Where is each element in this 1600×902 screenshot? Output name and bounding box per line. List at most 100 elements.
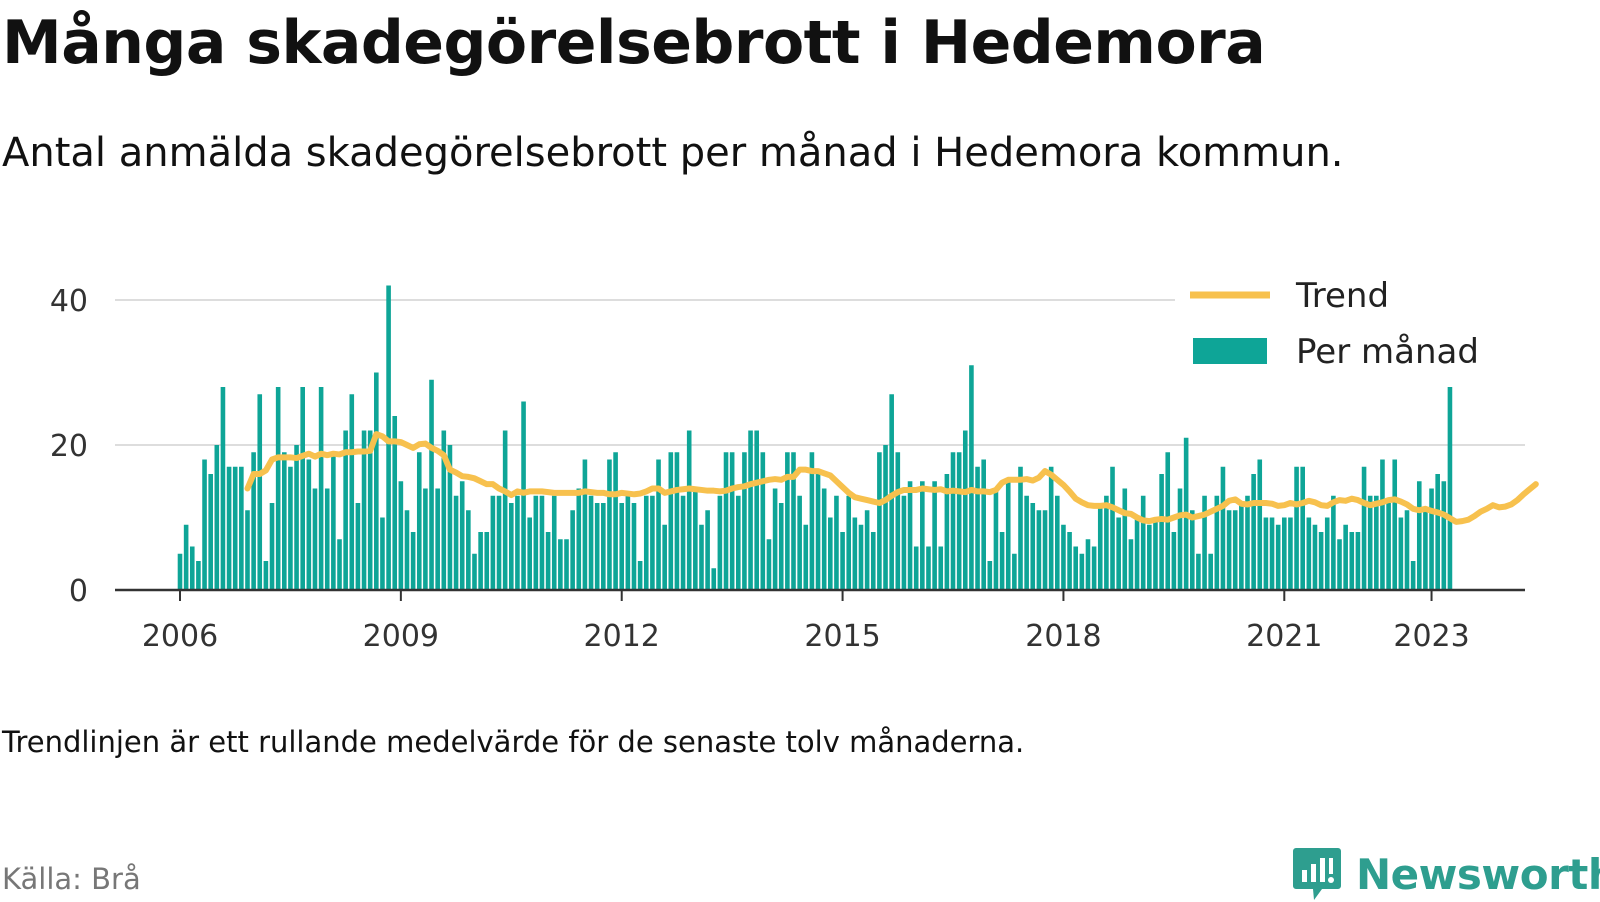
- bar: [1312, 524, 1318, 590]
- bar: [1263, 517, 1269, 590]
- axes: 0 20 40 2006 2009 2012 2015 2018 2021 2023: [50, 284, 1525, 654]
- y-tick-label: 40: [50, 284, 88, 319]
- bar: [545, 532, 551, 590]
- bar: [883, 445, 888, 590]
- bar: [361, 430, 367, 590]
- bar: [760, 452, 766, 590]
- bar: [797, 495, 802, 590]
- bar: [380, 517, 385, 590]
- bar: [1282, 517, 1287, 590]
- bar: [1104, 495, 1109, 590]
- trend-note: Trendlinjen är ett rullande medelvärde f…: [2, 725, 1025, 759]
- bar: [1404, 510, 1410, 590]
- bar: [1288, 517, 1293, 590]
- bar: [515, 495, 520, 590]
- x-tick-label: 2009: [363, 619, 439, 654]
- trend-line-group: [244, 431, 1539, 525]
- bar: [392, 416, 398, 590]
- bar: [1073, 546, 1079, 590]
- bar: [1343, 524, 1348, 590]
- x-tick-label: 2012: [584, 619, 660, 654]
- bar: [245, 510, 250, 590]
- bar: [423, 488, 428, 590]
- chart-title: Många skadegörelsebrott i Hedemora: [2, 8, 1266, 78]
- bar: [932, 481, 937, 590]
- bar: [374, 372, 379, 590]
- bar: [956, 452, 962, 590]
- bar: [453, 495, 459, 590]
- brand-logo[interactable]: Newsworthy: [1292, 846, 1600, 902]
- bar: [239, 466, 244, 590]
- bar: [251, 452, 256, 590]
- bar: [772, 488, 778, 590]
- bar: [588, 495, 594, 590]
- bar: [981, 459, 986, 590]
- bar: [1269, 517, 1275, 590]
- bar: [607, 459, 612, 590]
- bar: [275, 387, 281, 590]
- x-tick-label: 2021: [1246, 619, 1322, 654]
- bar: [803, 524, 809, 590]
- bar: [1324, 517, 1330, 590]
- x-tick-label: 2015: [804, 619, 880, 654]
- bar: [1036, 510, 1042, 590]
- chart-subtitle: Antal anmälda skadegörelsebrott per måna…: [2, 130, 1344, 176]
- bar: [619, 503, 625, 590]
- bar: [870, 532, 876, 590]
- bar: [1079, 553, 1085, 590]
- legend-bar-swatch: [1193, 338, 1267, 364]
- bar: [674, 452, 680, 590]
- bar: [1318, 532, 1324, 590]
- bar: [1097, 503, 1103, 590]
- bar: [1012, 553, 1017, 590]
- y-tick-label: 0: [69, 574, 88, 609]
- bar: [1239, 503, 1244, 590]
- bar: [576, 488, 582, 590]
- bar: [693, 488, 698, 590]
- bar: [183, 524, 189, 590]
- bar: [1196, 553, 1201, 590]
- bar: [809, 452, 815, 590]
- bar: [1116, 517, 1121, 590]
- bar: [300, 387, 305, 590]
- bar: [282, 452, 287, 590]
- bar: [1251, 474, 1256, 590]
- bar: [778, 503, 784, 590]
- bar: [907, 481, 913, 590]
- bar: [1067, 532, 1072, 590]
- bar: [1005, 481, 1011, 590]
- bar: [631, 503, 637, 590]
- bar: [496, 495, 502, 590]
- bar: [1245, 495, 1250, 590]
- bar: [1153, 517, 1158, 590]
- bar: [950, 452, 956, 590]
- bar: [846, 495, 852, 590]
- bar: [564, 539, 569, 590]
- bar: [717, 495, 723, 590]
- bar: [821, 488, 827, 590]
- bar: [723, 452, 729, 590]
- bar: [435, 488, 440, 590]
- legend-trend-label: Trend: [1295, 276, 1389, 316]
- bar: [1018, 466, 1023, 590]
- bar: [1171, 532, 1177, 590]
- bar: [558, 539, 563, 590]
- bar: [969, 365, 974, 590]
- bar: [533, 495, 539, 590]
- bar: [490, 495, 496, 590]
- bar: [312, 488, 318, 590]
- bar: [324, 488, 330, 590]
- bar: [355, 503, 361, 590]
- bar: [1042, 510, 1048, 590]
- bar: [1429, 488, 1434, 590]
- bar: [257, 394, 263, 590]
- bar: [840, 532, 845, 590]
- bar: [1159, 474, 1164, 590]
- bar: [938, 546, 944, 590]
- bar: [1048, 466, 1054, 590]
- bar: [269, 503, 275, 590]
- bar: [1147, 524, 1152, 590]
- bar: [594, 503, 600, 590]
- chart: 0 20 40 2006 2009 2012 2015 2018 2021 2023 Trend …: [50, 270, 1539, 654]
- bar: [337, 539, 342, 590]
